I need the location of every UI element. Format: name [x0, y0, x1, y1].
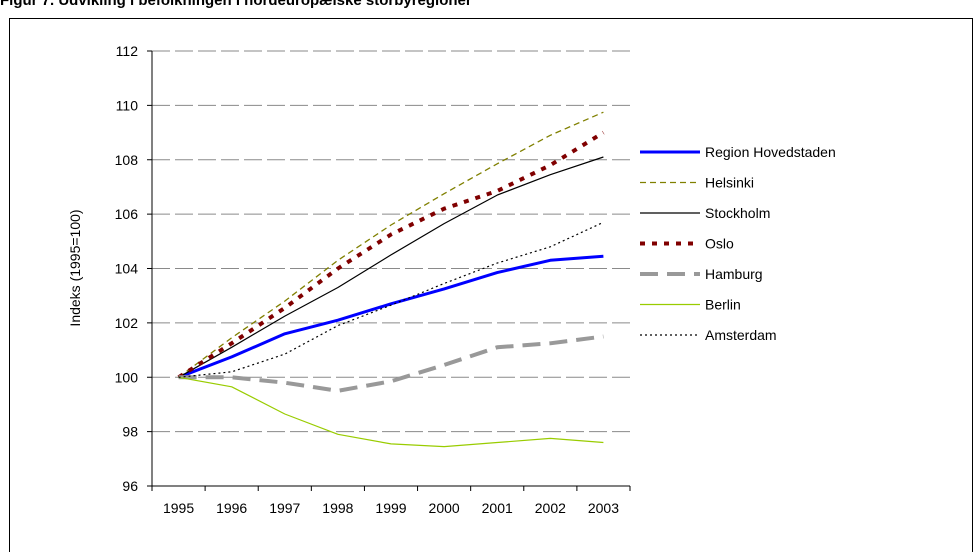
x-tick-label: 2002: [535, 500, 566, 516]
x-tick-label: 1997: [269, 500, 300, 516]
series-line-berlin: [178, 376, 604, 448]
legend-label: Berlin: [705, 297, 741, 313]
legend-label: Hamburg: [705, 266, 763, 282]
axes: 96 98 100 102 104 106 108 110 112 1995 1996 1997 199…: [115, 43, 631, 516]
x-tick-label: 2001: [482, 500, 513, 516]
x-tick-label: 1998: [322, 500, 353, 516]
y-tick-label: 108: [115, 152, 139, 168]
legend-label: Helsinki: [705, 175, 754, 191]
series-line-stockholm: [178, 156, 604, 378]
y-tick-label: 96: [122, 478, 138, 494]
series-line-amsterdam: [178, 221, 604, 378]
series-line-helsinki: [178, 111, 604, 378]
x-tick-label: 2000: [429, 500, 460, 516]
legend-label: Stockholm: [705, 205, 770, 221]
figure-heading: Figur 7. Udvikling i befolkningen i nord…: [0, 0, 472, 9]
series-line-region-hovedstaden: [178, 254, 604, 379]
y-axis-label: Indeks (1995=100): [67, 209, 83, 326]
y-tick-label: 110: [116, 97, 139, 113]
legend-label: Region Hovedstaden: [705, 144, 836, 160]
series-line-oslo: [177, 130, 605, 379]
y-tick-label: 112: [116, 43, 139, 59]
y-tick-label: 102: [115, 315, 139, 331]
series-lines: [177, 111, 605, 448]
series-line-hamburg: [178, 334, 604, 393]
y-tick-label: 104: [115, 261, 139, 277]
y-tick-label: 98: [122, 424, 138, 440]
x-tick-label: 1996: [216, 500, 247, 516]
chart-frame: [9, 18, 973, 552]
x-tick-label: 1995: [163, 500, 194, 516]
legend: Region Hovedstaden Helsinki Stockholm Oslo H…: [640, 144, 836, 343]
gridlines: [152, 50, 630, 433]
y-tick-label: 106: [115, 206, 139, 222]
x-tick-label: 1999: [375, 500, 406, 516]
legend-label: Amsterdam: [705, 327, 777, 343]
x-tick-label: 2003: [588, 500, 619, 516]
y-tick-label: 100: [115, 369, 139, 385]
legend-label: Oslo: [705, 236, 734, 252]
